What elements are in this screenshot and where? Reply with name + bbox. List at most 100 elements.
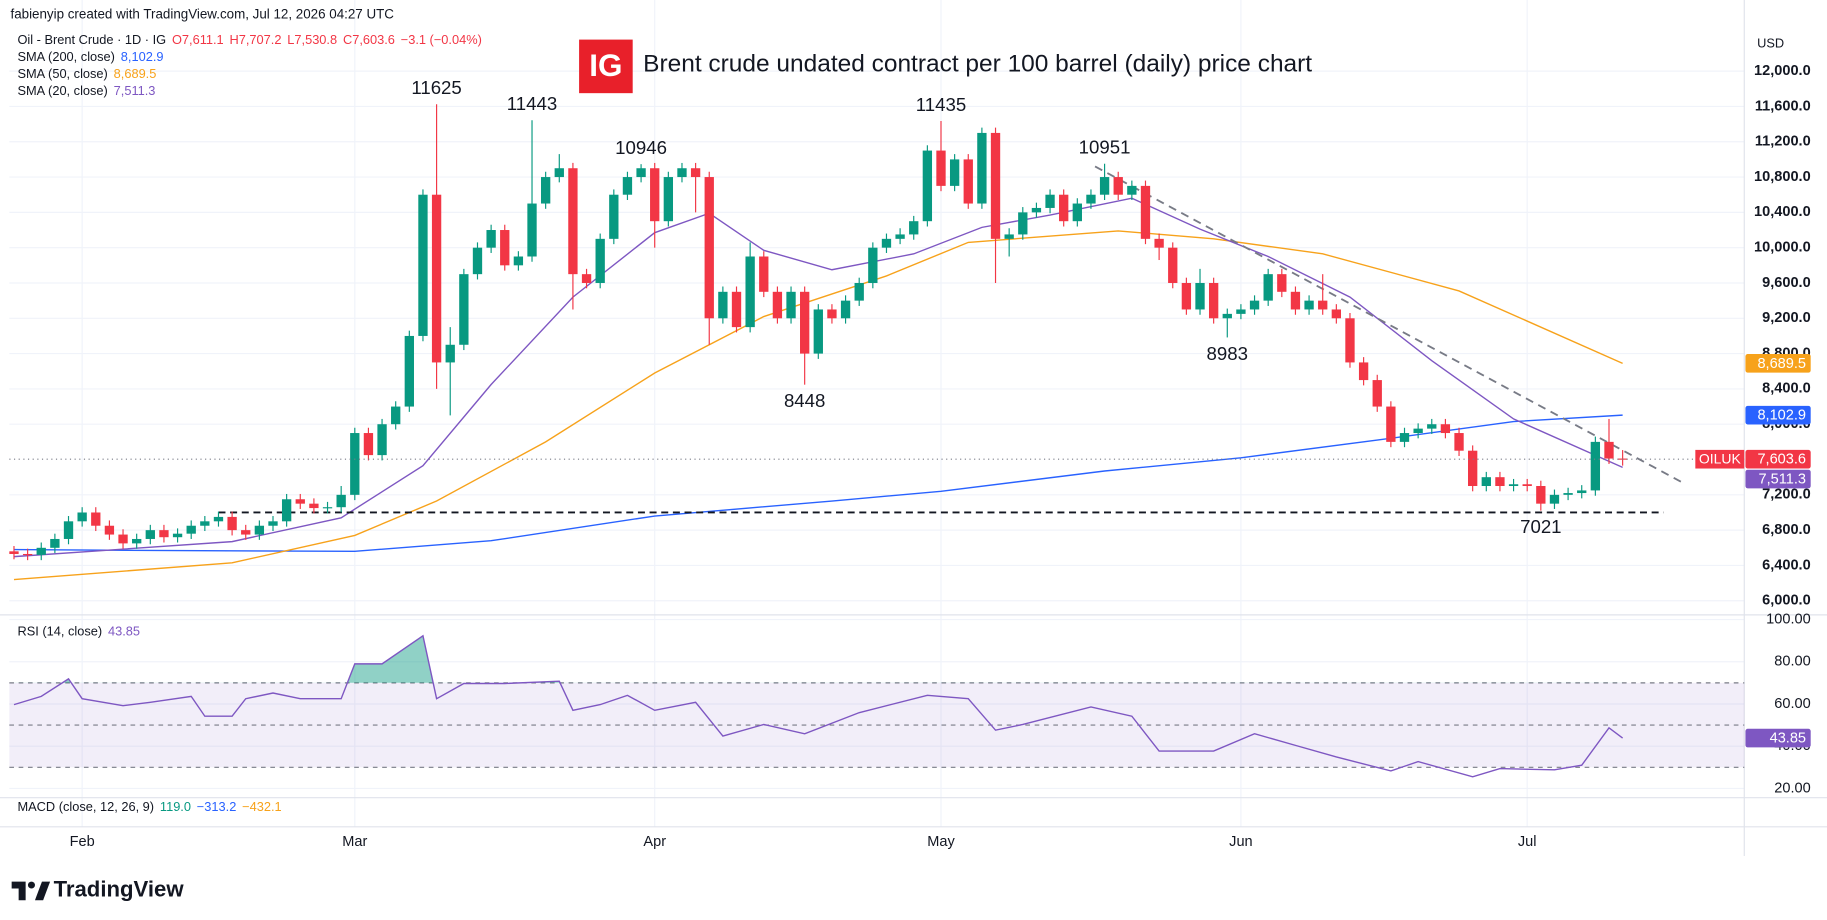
candle-body xyxy=(936,150,946,186)
candle-body xyxy=(1413,428,1423,434)
candle-body xyxy=(622,177,633,195)
candle-body xyxy=(104,525,115,535)
candle-body xyxy=(336,494,346,508)
x-tick-label: May xyxy=(927,834,955,850)
tags: 8,689.5 8,102.9 7,603.6 OILUK 7,511.3 43.85 xyxy=(1695,354,1811,748)
candle-body xyxy=(350,433,360,495)
credit: fabienyip created with TradingView.com, … xyxy=(10,7,394,22)
candle-body xyxy=(650,168,660,222)
candle-body xyxy=(909,221,919,235)
y-tick-label: 9,200.0 xyxy=(1762,310,1811,326)
candle-body xyxy=(418,194,428,336)
candle-body xyxy=(254,525,265,535)
candle-body xyxy=(200,521,210,526)
rsi-line xyxy=(13,634,1624,778)
candle-body xyxy=(554,168,564,178)
y-tick-label: 11,600.0 xyxy=(1755,98,1811,114)
candle-body xyxy=(881,238,892,248)
peak-label: 10946 xyxy=(615,137,667,158)
legend-line: RSI (14, close) 43.85 xyxy=(17,624,140,639)
symbol-tag-label: OILUK xyxy=(1699,450,1742,466)
legend-item: MACD (close, 12, 26, 9) xyxy=(17,800,154,815)
y-tick-label: 6,400.0 xyxy=(1762,557,1811,573)
y-tick-label: 10,400.0 xyxy=(1754,204,1811,220)
candle-body xyxy=(1072,203,1082,222)
candle-body xyxy=(1168,247,1178,283)
candle-body xyxy=(9,551,19,554)
price-tag-label: 8,102.9 xyxy=(1757,408,1806,424)
candle-body xyxy=(1045,194,1055,208)
candle-body xyxy=(1481,477,1491,487)
candle-body xyxy=(1208,282,1219,319)
candle-body xyxy=(772,291,783,319)
candle-body xyxy=(745,256,755,328)
ig-badge-text: IG xyxy=(589,48,622,83)
candle-body xyxy=(172,533,183,538)
candle-body xyxy=(786,291,796,319)
y-tick-label: 7,200.0 xyxy=(1762,487,1811,503)
candle-body xyxy=(459,274,469,345)
candle-body xyxy=(1577,490,1587,494)
candle-body xyxy=(1113,177,1123,195)
candle-body xyxy=(595,238,605,283)
candle-body xyxy=(1236,309,1246,314)
price-tag-label: 8,689.5 xyxy=(1757,356,1806,372)
candle-body xyxy=(472,247,483,275)
candle-body xyxy=(36,547,46,555)
candle-body xyxy=(281,499,292,522)
legend-item: 43.85 xyxy=(108,624,140,639)
x-tick-label: Mar xyxy=(342,834,367,850)
legend-item: −3.1 (−0.04%) xyxy=(401,32,482,47)
legend-item: SMA (50, close) xyxy=(17,67,107,82)
candle-body xyxy=(1018,212,1028,235)
candle-body xyxy=(445,344,455,363)
candle-body xyxy=(500,230,510,266)
legend-line: SMA (20, close) 7,511.3 xyxy=(17,83,155,98)
candle-body xyxy=(1222,313,1232,319)
candle-body xyxy=(50,538,60,548)
trough-label: 8448 xyxy=(784,390,825,411)
currency: USD xyxy=(1757,36,1784,51)
candle-body xyxy=(922,150,933,222)
legend-item: SMA (20, close) xyxy=(17,83,107,98)
candle-body xyxy=(840,300,851,319)
legend-line: MACD (close, 12, 26, 9) 119.0 −313.2 −432.1 xyxy=(17,800,281,815)
candle-body xyxy=(759,256,769,292)
candle-body xyxy=(1590,441,1601,491)
candle-body xyxy=(1277,274,1287,292)
candle-body xyxy=(1345,318,1355,363)
candle-body xyxy=(1195,282,1205,310)
legend-line: SMA (50, close) 8,689.5 xyxy=(17,67,156,82)
candle-body xyxy=(22,553,33,556)
price-tag-label: 7,603.6 xyxy=(1757,452,1806,468)
rsi-tag-label: 43.85 xyxy=(1770,731,1806,747)
peak-label: 10951 xyxy=(1079,137,1131,158)
axis: Feb Mar Apr May Jun Jul 12,000.0 11,600.0 11,200… xyxy=(70,63,1811,850)
peak-label: 11625 xyxy=(411,77,461,98)
legend-item: 7,511.3 xyxy=(114,83,156,98)
candle-body xyxy=(1549,494,1560,504)
candle-body xyxy=(213,516,224,522)
candle-body xyxy=(1604,441,1614,459)
candle-body xyxy=(731,291,742,328)
candle-body xyxy=(431,194,442,363)
candle-body xyxy=(241,530,251,535)
y-tick-label: 11,200.0 xyxy=(1755,134,1811,150)
x-tick-label: Feb xyxy=(70,834,95,850)
legend-line: Oil - Brent Crude · 1D · IG O7,611.1 H7,70… xyxy=(17,32,481,47)
candle-body xyxy=(813,309,823,354)
candle-body xyxy=(77,512,87,522)
candle-body xyxy=(63,521,74,539)
price-tag xyxy=(1745,449,1811,469)
candle-body xyxy=(1358,362,1369,381)
legend-item: 8,689.5 xyxy=(114,67,157,82)
legend-item: Oil - Brent Crude · 1D · IG xyxy=(17,32,166,47)
tv-logo-text: TradingView xyxy=(54,877,185,902)
peak-label: 11435 xyxy=(916,94,966,115)
candle-body xyxy=(1440,424,1451,434)
candle-body xyxy=(1290,291,1301,310)
candle-body xyxy=(268,521,278,526)
candle-body xyxy=(1331,309,1342,319)
y-tick-label: 10,000.0 xyxy=(1754,240,1811,256)
